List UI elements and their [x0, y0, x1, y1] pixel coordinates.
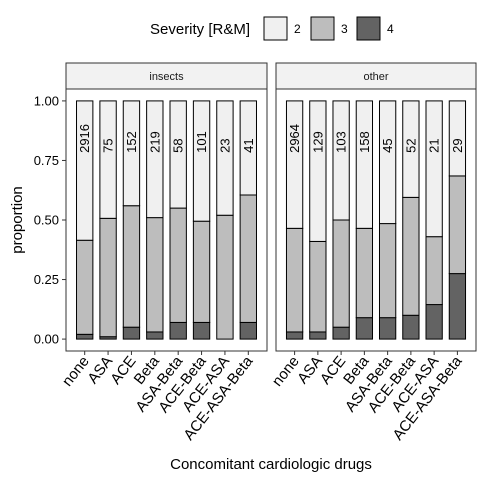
bar-segment-2 [378, 100, 397, 225]
bar-segment-3 [76, 239, 94, 335]
bar-count-label: 101 [194, 131, 209, 153]
bar-segment-2 [448, 100, 467, 177]
legend-swatch-2 [263, 16, 288, 41]
bar-segment-2 [122, 100, 141, 207]
facet-panels: insects2916none75ASA152ACE219Beta58ASA-B… [59, 62, 477, 444]
bar-count-label: 41 [241, 138, 256, 152]
bar-segment-3 [169, 207, 187, 323]
bar-segment-2 [76, 100, 94, 241]
y-tick-label: 0.00 [34, 332, 59, 347]
bar-segment-4 [378, 317, 397, 340]
facet-strip [275, 62, 477, 90]
facet-strip [65, 62, 268, 90]
bar-count-label: 103 [334, 131, 349, 153]
facet-panel-insects: insects2916none75ASA152ACE219Beta58ASA-B… [59, 62, 268, 444]
bar-segment-2 [402, 100, 420, 198]
y-tick-label: 1.00 [34, 93, 59, 108]
bar-segment-3 [146, 217, 164, 333]
bar-segment-4 [425, 304, 443, 340]
bar-segment-4 [285, 331, 304, 340]
bar-count-label: 152 [124, 131, 139, 153]
legend-label-2: 2 [294, 22, 301, 36]
bar-segment-4 [309, 331, 327, 340]
facet-strip-label: insects [149, 71, 184, 83]
legend-label-4: 4 [387, 22, 394, 36]
bar-count-label: 52 [403, 138, 418, 152]
bar-count-label: 21 [427, 138, 442, 152]
bar-segment-2 [425, 100, 443, 238]
bar-segment-3 [216, 214, 234, 340]
bar-segment-4 [448, 273, 467, 340]
bar-segment-2 [216, 100, 234, 216]
bar-segment-2 [146, 100, 164, 219]
legend: Severity [R&M] 2 3 4 [150, 16, 394, 41]
y-tick-label: 0.75 [34, 153, 59, 168]
bar-count-label: 129 [310, 131, 325, 153]
panel-border [275, 88, 477, 352]
bar-segment-2 [192, 100, 211, 222]
bar-count-label: 58 [171, 138, 186, 152]
x-tick-label: ASA [84, 353, 116, 387]
bar-segment-4 [355, 317, 374, 340]
bar-count-label: 23 [217, 138, 232, 152]
bar-segment-4 [402, 314, 420, 340]
bar-segment-4 [76, 333, 94, 340]
y-axis: 0.00 0.25 0.50 0.75 1.00 [34, 93, 66, 347]
facet-strip-label: other [363, 71, 388, 83]
x-tick-label: ACE [107, 353, 139, 388]
legend-swatch-4 [356, 16, 381, 41]
bar-segment-4 [239, 321, 257, 340]
bar-count-label: 2916 [77, 124, 92, 153]
bar-segment-3 [122, 205, 141, 328]
bar-segment-2 [355, 100, 374, 229]
bar-segment-2 [169, 100, 187, 209]
bar-segment-4 [122, 326, 141, 340]
bar-segment-3 [239, 194, 257, 323]
x-tick-label: ASA [294, 353, 326, 387]
bar-segment-3 [355, 227, 374, 319]
bar-segment-3 [99, 217, 117, 338]
bar-segment-2 [332, 100, 350, 221]
bar-segment-3 [402, 196, 420, 316]
legend-swatch-3 [310, 16, 335, 41]
legend-label-3: 3 [341, 22, 348, 36]
bar-segment-3 [285, 227, 304, 333]
bar-count-label: 158 [357, 131, 372, 153]
bar-segment-3 [309, 240, 327, 333]
bar-segment-2 [99, 100, 117, 219]
bar-segment-3 [332, 219, 350, 328]
facet-panel-other: other2964none129ASA103ACE158Beta45ASA-Be… [269, 62, 477, 444]
bar-segment-3 [448, 175, 467, 275]
bar-count-label: 75 [101, 138, 116, 152]
y-tick-label: 0.25 [34, 272, 59, 287]
bar-count-label: 45 [380, 138, 395, 152]
bar-segment-3 [192, 220, 211, 323]
x-axis-label: Concomitant cardiologic drugs [170, 456, 372, 473]
bar-segment-3 [378, 223, 397, 319]
y-axis-label: proportion [9, 186, 26, 254]
y-tick-label: 0.50 [34, 213, 59, 228]
bar-count-label: 2964 [287, 124, 302, 153]
bar-segment-2 [309, 100, 327, 242]
panel-border [65, 88, 268, 352]
bar-segment-3 [425, 236, 443, 306]
bar-segment-2 [239, 100, 257, 196]
bar-segment-4 [192, 321, 211, 340]
bar-segment-4 [146, 331, 164, 340]
bar-segment-4 [332, 326, 350, 340]
legend-title: Severity [R&M] [150, 21, 250, 38]
bar-count-label: 29 [450, 138, 465, 152]
bar-segment-4 [169, 321, 187, 340]
bar-segment-2 [285, 100, 304, 229]
bar-count-label: 219 [147, 131, 162, 153]
